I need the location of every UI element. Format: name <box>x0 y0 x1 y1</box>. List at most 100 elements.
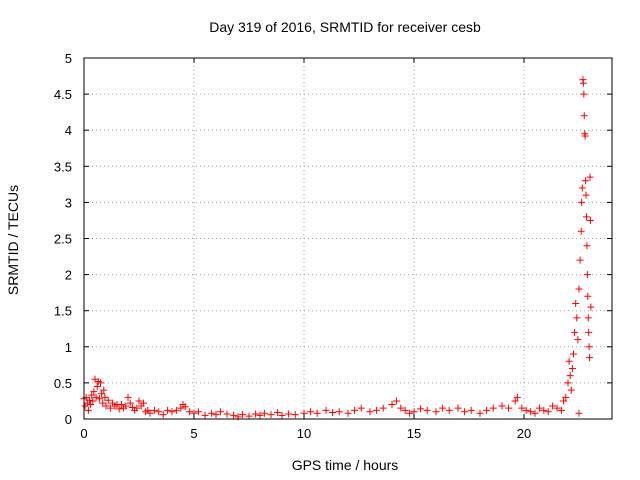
data-point <box>164 406 172 414</box>
data-point <box>155 408 163 416</box>
data-point <box>582 191 590 199</box>
data-point <box>454 404 462 412</box>
data-point <box>406 409 414 417</box>
data-point <box>531 409 539 417</box>
y-tick-label: 4 <box>65 123 72 138</box>
data-point <box>313 409 321 417</box>
data-point <box>518 404 526 412</box>
data-point <box>498 402 506 410</box>
data-point <box>511 397 519 405</box>
data-point <box>201 411 209 419</box>
data-point <box>582 213 590 221</box>
data-point <box>549 402 557 410</box>
data-point <box>388 401 396 409</box>
data-point <box>586 173 594 181</box>
data-point <box>522 406 530 414</box>
data-point <box>100 386 108 394</box>
data-point <box>578 184 586 192</box>
data-point <box>577 227 585 235</box>
data-point <box>238 411 246 419</box>
data-point <box>417 405 425 413</box>
data-point <box>432 408 440 416</box>
data-point <box>584 292 592 300</box>
data-point <box>564 379 572 387</box>
data-point <box>579 79 587 87</box>
x-tick-label: 10 <box>297 426 311 441</box>
data-point <box>570 350 577 358</box>
data-point <box>208 409 216 417</box>
data-point <box>392 397 400 405</box>
x-tick-label: 5 <box>190 426 197 441</box>
y-tick-label: 2.5 <box>54 232 72 247</box>
data-point <box>87 401 95 409</box>
data-point <box>230 411 238 419</box>
data-point <box>102 402 110 410</box>
data-point <box>565 357 573 365</box>
data-point <box>567 386 575 394</box>
data-point <box>513 393 521 401</box>
data-point <box>344 409 352 417</box>
data-point <box>540 406 548 414</box>
data-point <box>115 405 123 413</box>
y-axis-label: SRMTID / TECUs <box>5 185 21 295</box>
data-point <box>168 408 176 416</box>
data-point <box>357 404 365 412</box>
data-point <box>88 391 96 399</box>
data-point <box>439 404 447 412</box>
data-point <box>126 399 134 407</box>
data-point <box>557 406 565 414</box>
data-point <box>181 403 189 411</box>
data-point <box>274 409 282 417</box>
data-point <box>322 406 330 414</box>
data-point <box>566 372 574 380</box>
x-axis-label: GPS time / hours <box>292 457 399 473</box>
data-point <box>98 390 106 398</box>
data-point <box>90 388 98 396</box>
grid <box>84 58 612 419</box>
data-point <box>86 396 93 404</box>
data-point <box>587 303 595 311</box>
y-tick-label: 5 <box>65 51 72 66</box>
data-point <box>117 401 125 409</box>
data-point <box>97 379 104 387</box>
data-point <box>568 364 576 372</box>
data-point <box>580 112 588 120</box>
data-point <box>527 408 535 416</box>
data-point <box>586 354 594 362</box>
data-point <box>93 383 101 391</box>
y-tick-label: 1 <box>65 340 72 355</box>
x-tick-label: 0 <box>80 426 87 441</box>
data-point <box>177 404 185 412</box>
data-point <box>560 397 568 405</box>
data-point <box>578 198 586 206</box>
data-point <box>146 409 154 417</box>
data-point <box>351 406 359 414</box>
y-tick-label: 0.5 <box>54 376 72 391</box>
data-point <box>574 336 582 344</box>
y-tick-label: 0 <box>65 412 72 427</box>
data-point <box>576 256 584 264</box>
data-point <box>585 343 593 351</box>
data-point <box>505 404 513 412</box>
data-point <box>329 409 337 417</box>
y-tick-label: 4.5 <box>54 87 72 102</box>
data-point <box>571 328 579 336</box>
data-point <box>307 408 315 416</box>
data-point <box>150 406 158 414</box>
data-point <box>84 406 92 414</box>
data-point <box>216 408 224 416</box>
data-point <box>194 408 202 416</box>
data-point <box>99 399 107 407</box>
data-point <box>104 396 112 404</box>
data-point <box>133 404 141 412</box>
data-point <box>278 411 286 419</box>
y-tick-label: 3 <box>65 195 72 210</box>
x-tick-label: 15 <box>407 426 421 441</box>
data-point <box>260 409 268 417</box>
data-point <box>467 406 475 414</box>
data-point <box>562 393 570 401</box>
data-point <box>95 395 103 403</box>
data-point <box>544 408 552 416</box>
data-point <box>423 406 431 414</box>
